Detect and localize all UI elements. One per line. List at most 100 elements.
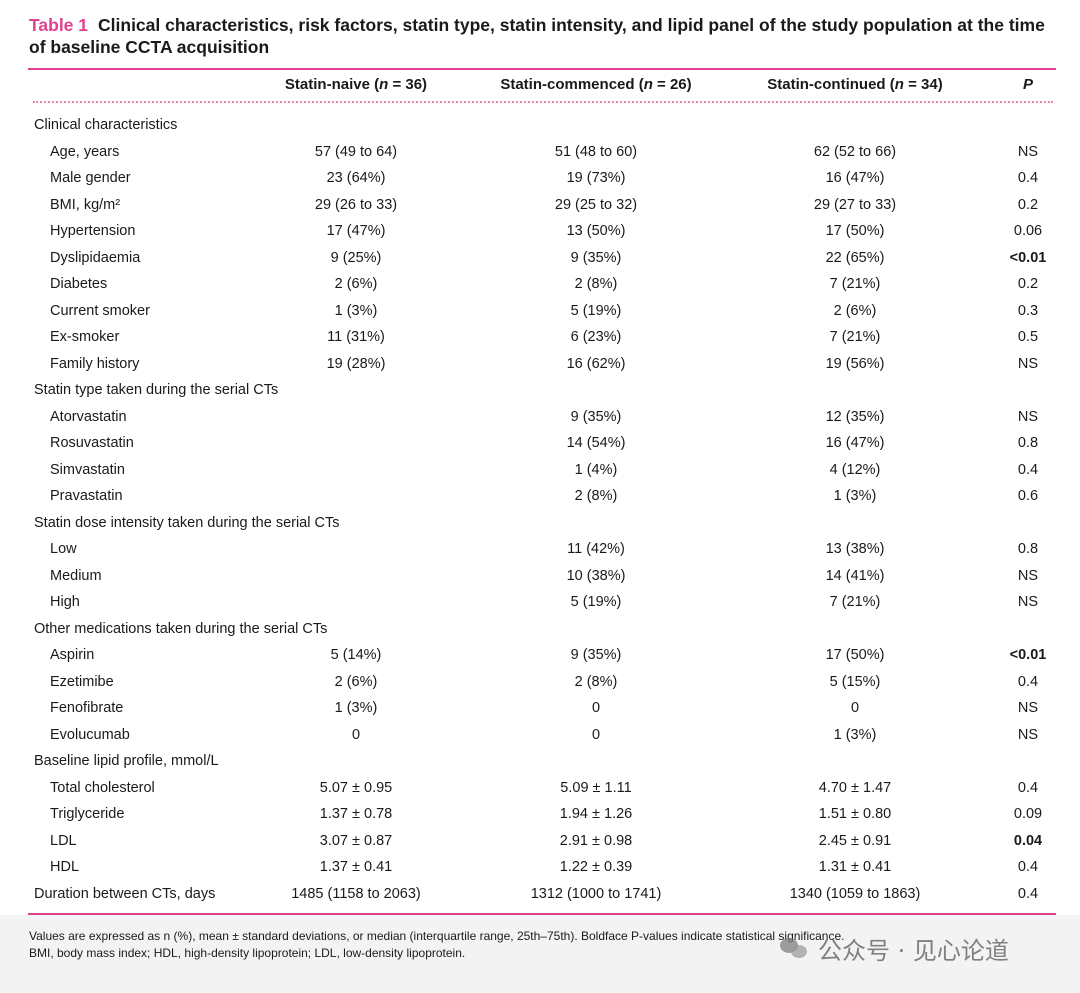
table-row: High 5 (19%) 7 (21%) NS [0, 589, 1080, 615]
statin-naive-value: 57 (49 to 64) [314, 143, 398, 160]
p-value: 0.8 [1017, 435, 1039, 451]
statin-commenced-value: 2 (8%) [574, 673, 618, 690]
statin-naive-value: 29 (26 to 33) [314, 196, 398, 213]
header-count: = 34) [903, 76, 943, 93]
statin-continued-value: 17 (50%) [825, 647, 885, 663]
statin-continued-value: 14 (41%) [825, 567, 885, 584]
row-label: HDL [50, 859, 80, 875]
statin-continued-value: 7 (21%) [829, 594, 881, 610]
row-label: BMI, kg/m² [50, 196, 121, 213]
p-value: <0.01 [1009, 249, 1047, 266]
statin-continued-value: 1 (3%) [833, 488, 877, 504]
statin-naive-value: 23 (64%) [326, 170, 386, 186]
table-section-row: Duration between CTs, days 1485 (1158 to … [0, 881, 1080, 907]
p-value: NS [1017, 408, 1039, 425]
statin-naive-value: 2 (6%) [334, 673, 378, 690]
table-row: LDL 3.07 ± 0.87 2.91 ± 0.98 2.45 ± 0.91 0.04 [0, 828, 1080, 854]
table-title: Table 1 Clinical characteristics, risk fa… [29, 14, 1064, 58]
row-label: Baseline lipid profile, mmol/L [34, 753, 219, 769]
statin-continued-value: 16 (47%) [825, 435, 885, 451]
p-value: NS [1017, 143, 1039, 160]
table-row: Family history 19 (28%) 16 (62%) 19 (56%) NS [0, 351, 1080, 377]
table-row: Rosuvastatin 14 (54%) 16 (47%) 0.8 [0, 430, 1080, 456]
statin-commenced-value: 9 (35%) [570, 647, 622, 663]
p-value: 0.06 [1013, 223, 1043, 239]
p-value: 0.2 [1017, 196, 1039, 213]
row-label: Age, years [50, 143, 120, 160]
statin-naive-value: 1 (3%) [334, 700, 378, 716]
p-value: 0.4 [1017, 673, 1039, 690]
statin-naive-value: 3.07 ± 0.87 [319, 832, 393, 849]
p-value: NS [1017, 726, 1039, 743]
row-label: Diabetes [50, 276, 108, 292]
watermark: 公众号 · 见心论道 [780, 928, 1009, 968]
row-label: Fenofibrate [50, 700, 124, 716]
statin-commenced-value: 1 (4%) [574, 461, 618, 478]
statin-naive-value: 1485 (1158 to 2063) [291, 885, 421, 902]
statin-continued-value: 12 (35%) [825, 408, 885, 425]
table-caption: Clinical characteristics, risk factors, … [29, 15, 1045, 57]
statin-commenced-value: 2.91 ± 0.98 [559, 832, 633, 849]
statin-naive-value: 17 (47%) [326, 223, 386, 239]
p-value: 0.3 [1017, 302, 1039, 319]
table-section-row: Statin type taken during the serial CTs [0, 377, 1080, 403]
statin-continued-value: 7 (21%) [829, 329, 881, 345]
table-row: Aspirin 5 (14%) 9 (35%) 17 (50%) <0.01 [0, 642, 1080, 668]
row-label: Atorvastatin [50, 408, 127, 425]
p-value: 0.09 [1013, 806, 1043, 822]
header-count: = 26) [652, 76, 692, 93]
p-value: 0.6 [1017, 488, 1039, 504]
header-statin-continued: Statin-continued (n = 34) [735, 74, 975, 96]
p-value: 0.04 [1013, 832, 1043, 849]
statin-continued-value: 5 (15%) [829, 673, 881, 690]
watermark-text: 公众号 · 见心论道 [818, 936, 1009, 965]
statin-continued-value: 1340 (1059 to 1863) [789, 885, 921, 902]
p-value: NS [1017, 594, 1039, 610]
table-section-row: Clinical characteristics [0, 112, 1080, 138]
statin-continued-value: 1.51 ± 0.80 [818, 806, 892, 822]
table-number: Table 1 [29, 15, 89, 35]
table-section-row: Statin dose intensity taken during the s… [0, 510, 1080, 536]
row-label: Statin dose intensity taken during the s… [34, 514, 340, 531]
table-row: Male gender 23 (64%) 19 (73%) 16 (47%) 0.4 [0, 165, 1080, 191]
row-label: Statin type taken during the serial CTs [34, 382, 279, 398]
row-label: Family history [50, 355, 140, 372]
statin-continued-value: 19 (56%) [825, 355, 885, 372]
row-label: Aspirin [50, 647, 95, 663]
table-row: Atorvastatin 9 (35%) 12 (35%) NS [0, 404, 1080, 430]
table-row: Dyslipidaemia 9 (25%) 9 (35%) 22 (65%) <0.01 [0, 245, 1080, 271]
wechat-icon [780, 936, 810, 960]
table-row: HDL 1.37 ± 0.41 1.22 ± 0.39 1.31 ± 0.41 0.4 [0, 854, 1080, 880]
statin-commenced-value: 9 (35%) [570, 249, 622, 266]
statin-commenced-value: 14 (54%) [566, 435, 626, 451]
p-value: 0.2 [1017, 276, 1039, 292]
top-rule [28, 68, 1056, 70]
statin-naive-value: 0 [351, 726, 361, 743]
header-statin-naive: Statin-naive (n = 36) [236, 74, 476, 96]
header-n: n [379, 76, 389, 93]
p-value: NS [1017, 700, 1039, 716]
statin-commenced-value: 1.22 ± 0.39 [559, 859, 633, 875]
header-count: = 36) [388, 76, 428, 93]
statin-commenced-value: 6 (23%) [570, 329, 622, 345]
p-value: 0.4 [1017, 859, 1039, 875]
statin-commenced-value: 0 [591, 726, 601, 743]
row-label: Ex-smoker [50, 329, 120, 345]
statin-continued-value: 1 (3%) [833, 726, 877, 743]
row-label: Medium [50, 567, 102, 584]
header-text: Statin-commenced ( [500, 76, 644, 93]
statin-naive-value: 11 (31%) [327, 329, 385, 345]
row-label: Clinical characteristics [34, 117, 178, 133]
statin-naive-value: 2 (6%) [334, 276, 378, 292]
row-label: Current smoker [50, 302, 150, 319]
header-p-value: P [988, 74, 1068, 96]
row-label: Duration between CTs, days [34, 885, 216, 902]
row-label: Evolucumab [50, 726, 130, 743]
statin-continued-value: 22 (65%) [825, 249, 885, 266]
statin-commenced-value: 29 (25 to 32) [554, 196, 638, 213]
table-row: Age, years 57 (49 to 64) 51 (48 to 60) 62 (… [0, 139, 1080, 165]
statin-continued-value: 2 (6%) [833, 302, 877, 319]
statin-commenced-value: 19 (73%) [566, 170, 626, 186]
statin-continued-value: 0 [850, 700, 860, 716]
header-divider [33, 101, 1053, 103]
